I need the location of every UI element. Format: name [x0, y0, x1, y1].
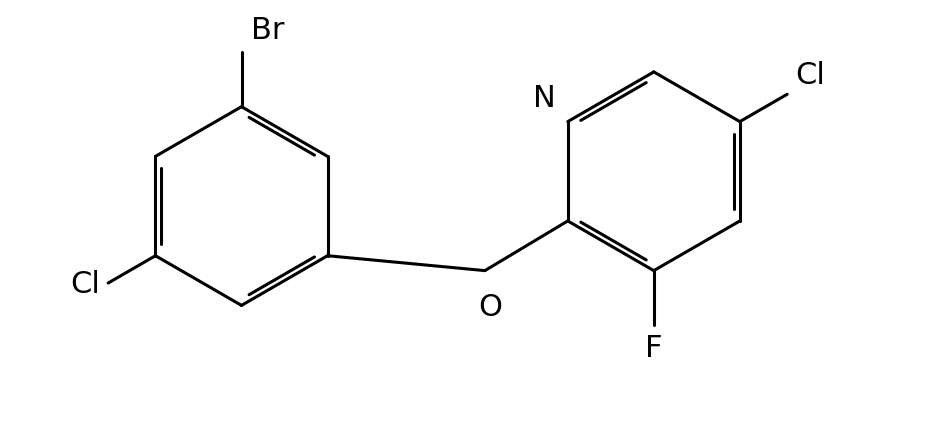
Text: N: N: [533, 83, 556, 112]
Text: Br: Br: [252, 16, 284, 45]
Text: O: O: [478, 293, 502, 322]
Text: F: F: [645, 334, 662, 363]
Text: Cl: Cl: [795, 61, 825, 90]
Text: Cl: Cl: [71, 269, 100, 298]
